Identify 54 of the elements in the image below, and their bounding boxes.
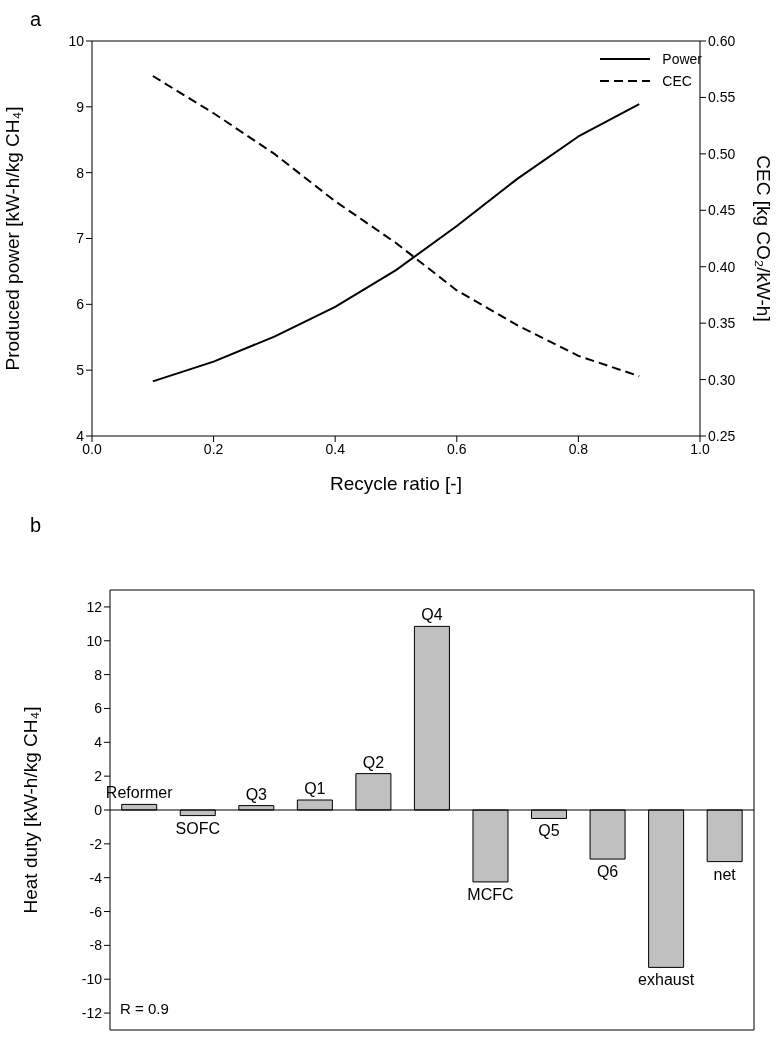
category-label: Reformer xyxy=(105,784,173,802)
y-tick-label: 8 xyxy=(76,164,85,181)
category-label: SOFC xyxy=(175,819,220,837)
y-tick-label: 4 xyxy=(76,427,85,444)
legend-label: Power xyxy=(662,51,702,67)
y-tick-label: -6 xyxy=(89,903,103,920)
category-label: Q5 xyxy=(538,822,560,840)
category-label: net xyxy=(713,865,736,883)
y2-tick-label: 0.35 xyxy=(708,315,736,332)
y2-tick-label: 0.25 xyxy=(708,427,736,444)
chart-title: b xyxy=(30,514,42,537)
y-tick-label: 0 xyxy=(94,801,103,818)
y-tick-label: -2 xyxy=(89,835,103,852)
legend-label: CEC xyxy=(662,73,692,89)
category-label: Q3 xyxy=(245,785,267,803)
y-tick-label: 6 xyxy=(76,296,85,313)
y-tick-label: 6 xyxy=(94,700,103,717)
y-tick-label: 10 xyxy=(86,632,103,649)
category-label: Q6 xyxy=(596,863,619,881)
y-tick-label: -8 xyxy=(89,937,103,954)
y2-axis-title: CEC [kg CO₂/kW-h] xyxy=(753,155,775,322)
y-tick-label: -4 xyxy=(89,869,103,886)
y-tick-label: 10 xyxy=(68,32,85,49)
y-tick-label: 7 xyxy=(76,230,85,247)
x-tick-label: 0.6 xyxy=(447,440,467,457)
y2-tick-label: 0.40 xyxy=(708,258,736,275)
category-label: exhaust xyxy=(638,971,695,989)
y2-tick-label: 0.30 xyxy=(708,371,736,388)
x-tick-label: 0.4 xyxy=(325,440,346,457)
y-axis-title: Heat duty [kW-h/kg CH₄] xyxy=(19,706,41,914)
y-tick-label: 2 xyxy=(94,768,103,785)
category-label: Q1 xyxy=(304,780,326,798)
y2-tick-label: 0.45 xyxy=(708,202,736,219)
category-label: MCFC xyxy=(467,885,514,903)
y-tick-label: 5 xyxy=(76,362,85,379)
y2-tick-label: 0.55 xyxy=(708,89,736,106)
x-tick-label: 0.2 xyxy=(203,440,224,457)
x-axis-title: Recycle ratio [-] xyxy=(330,473,462,494)
x-tick-label: 0.8 xyxy=(568,440,589,457)
x-tick-label: 0.0 xyxy=(82,440,102,457)
y-tick-label: -10 xyxy=(81,971,103,988)
y-tick-label: 12 xyxy=(86,598,103,615)
y-tick-label: 4 xyxy=(94,734,103,751)
y-axis-title: Produced power [kW-h/kg CH₄] xyxy=(1,106,23,371)
y-tick-label: 8 xyxy=(94,666,103,683)
category-label: Q4 xyxy=(421,606,443,624)
x-tick-label: 1.0 xyxy=(690,440,710,457)
y2-tick-label: 0.50 xyxy=(708,145,736,162)
chart-title: a xyxy=(30,8,42,31)
category-label: Q2 xyxy=(362,753,385,771)
y-tick-label: -12 xyxy=(81,1005,103,1022)
y-tick-label: 9 xyxy=(76,98,85,115)
annotation: R = 0.9 xyxy=(120,1000,169,1017)
y2-tick-label: 0.60 xyxy=(708,32,736,49)
